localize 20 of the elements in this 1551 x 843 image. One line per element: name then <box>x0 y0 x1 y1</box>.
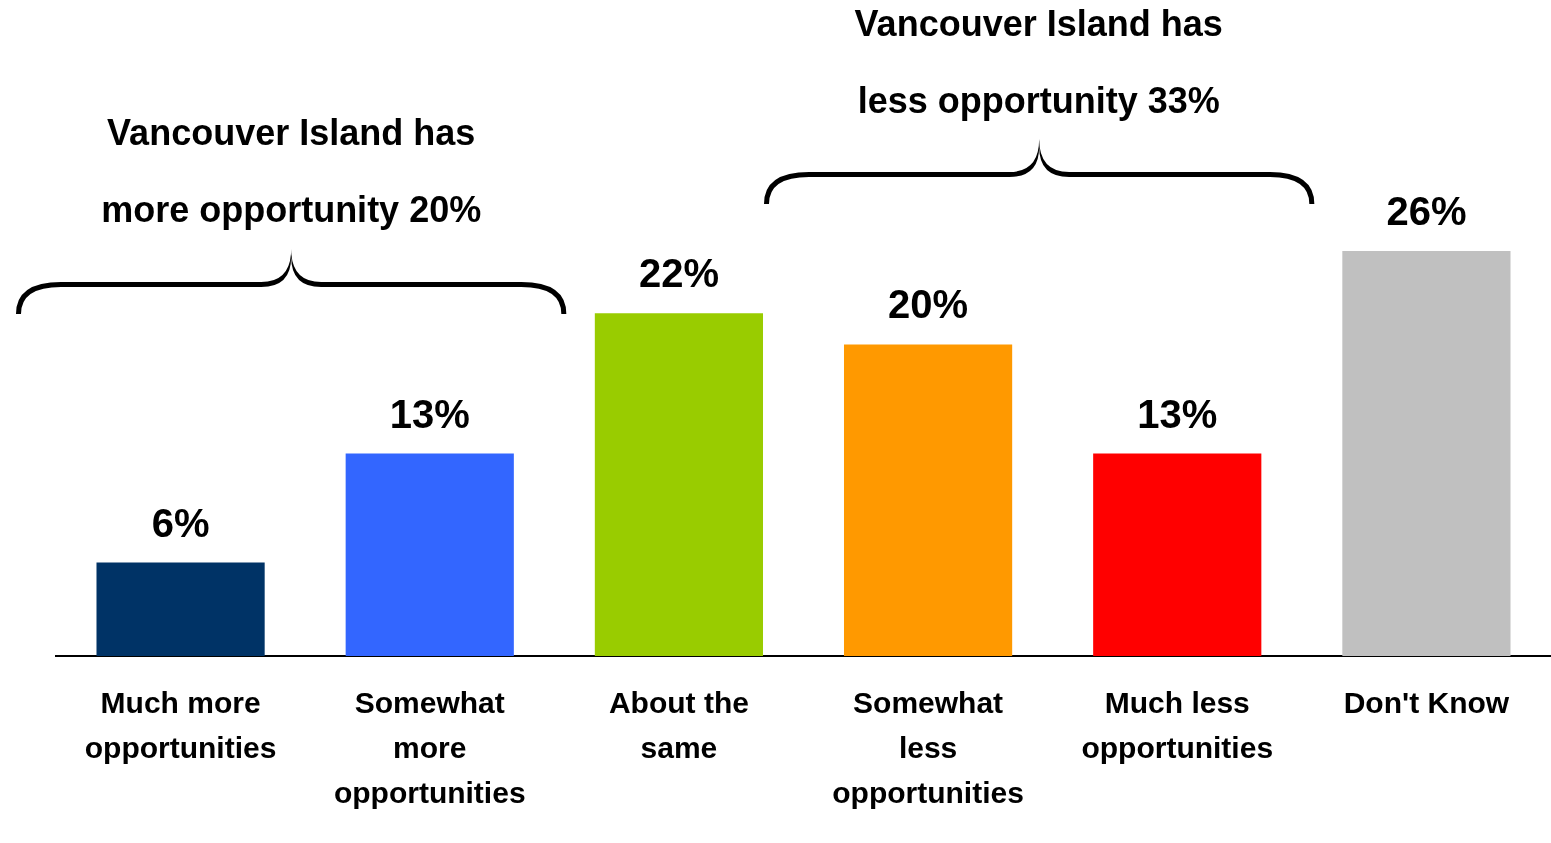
text: Vancouver Island has less opportunity 33% <box>854 3 1223 122</box>
data-label: 13% <box>389 391 470 436</box>
x-tick-label: Much more opportunities <box>84 685 277 764</box>
data-label: 26% <box>1386 189 1467 233</box>
x-tick-label: Don't Know <box>1343 685 1510 719</box>
data-label: 6% <box>151 500 210 545</box>
bar <box>594 313 764 656</box>
data-label: 22% <box>638 251 719 296</box>
data-label: 20% <box>888 282 969 327</box>
bar <box>345 453 514 656</box>
text: Vancouver Island has more opportunity 20% <box>101 112 482 231</box>
data-label: 13% <box>1137 391 1218 436</box>
x-tick-label: Somewhat more opportunities <box>333 685 526 809</box>
x-tick-label: Somewhat less opportunities <box>832 685 1024 809</box>
bar <box>1093 453 1262 656</box>
bar <box>96 562 265 656</box>
bar <box>843 344 1013 656</box>
x-tick-label: About the same <box>608 685 749 764</box>
bar <box>1342 251 1511 656</box>
x-tick-label: Much less opportunities <box>1081 685 1274 764</box>
